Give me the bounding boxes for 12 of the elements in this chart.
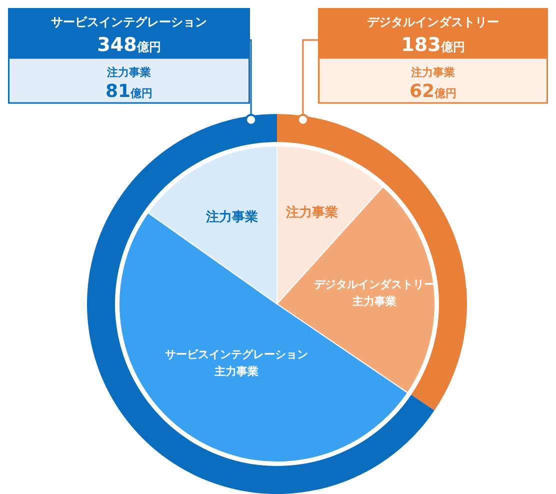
text: 62億円 <box>409 81 457 102</box>
text: 注力事業 <box>106 66 151 79</box>
data-label: 183億円 <box>401 34 465 56</box>
slice-label: 注力事業 <box>285 204 338 221</box>
slice-label: デジタルインダストリー <box>367 15 499 29</box>
data-label: 348億円 <box>97 34 161 56</box>
text: 81億円 <box>105 81 153 102</box>
slice-label: サービスインテグレーション <box>51 15 207 29</box>
slice-label: サービスインテグレーション主力事業 <box>164 348 308 378</box>
text: 注力事業 <box>410 66 455 79</box>
slice-label: 注力事業 <box>204 209 258 225</box>
donut-slice <box>87 114 434 494</box>
